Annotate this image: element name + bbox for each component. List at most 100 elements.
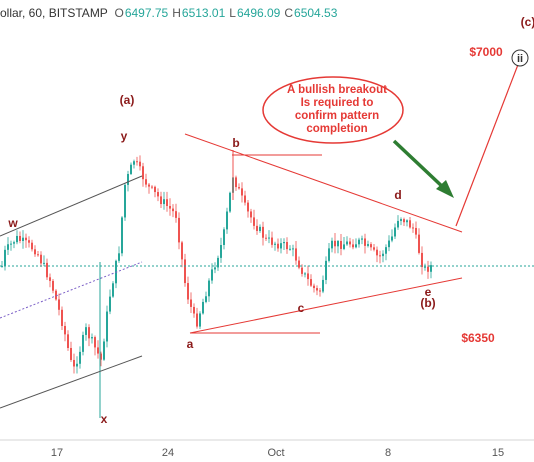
open-value: 6497.75 — [124, 6, 169, 20]
candle — [265, 234, 267, 242]
candle — [427, 260, 429, 279]
candle — [160, 191, 162, 209]
candle-body — [148, 184, 150, 187]
candle — [211, 263, 213, 284]
wave-label-b: b — [232, 136, 239, 150]
candle-body — [310, 279, 312, 286]
candle-body — [163, 199, 165, 205]
high-label: H — [172, 6, 181, 20]
candle-body — [22, 237, 24, 242]
candle-body — [415, 227, 417, 235]
high-value: 6513.01 — [181, 6, 226, 20]
candle-body — [385, 247, 387, 254]
candle-body — [217, 257, 219, 268]
candle — [319, 287, 321, 297]
candle — [28, 236, 30, 248]
candle-body — [325, 260, 327, 280]
candle-body — [127, 173, 129, 185]
channel-mid — [0, 261, 143, 319]
candle — [262, 221, 264, 246]
candle-body — [10, 243, 12, 245]
target-7000: $7000 — [469, 45, 503, 59]
candle — [238, 183, 240, 190]
candle-body — [340, 240, 342, 249]
candle — [283, 238, 285, 250]
close-label: C — [284, 6, 294, 20]
candle-body — [43, 262, 45, 264]
candle-body — [376, 249, 378, 256]
candle-body — [313, 285, 315, 289]
candle — [247, 199, 249, 218]
candle-body — [334, 240, 336, 247]
candle-body — [76, 363, 78, 367]
candle-body — [154, 186, 156, 193]
candle-body — [295, 248, 297, 261]
candle-body — [301, 267, 303, 274]
candle — [25, 233, 27, 248]
candle — [334, 233, 336, 254]
candle-body — [421, 252, 423, 268]
candle-body — [106, 311, 108, 342]
candle-body — [337, 240, 339, 247]
candle — [415, 221, 417, 239]
candle — [298, 256, 300, 270]
candle-body — [31, 242, 33, 250]
candle-body — [25, 237, 27, 241]
target-6350: $6350 — [461, 331, 495, 345]
green-arrow-shaft — [392, 139, 448, 192]
wave-label-c: c — [298, 301, 305, 315]
candle-body — [181, 242, 183, 260]
candle-body — [28, 240, 30, 243]
candle-body — [412, 227, 414, 229]
candle — [58, 293, 60, 316]
candle-body — [220, 245, 222, 258]
wave-label-e: e — [425, 285, 432, 299]
candle-body — [184, 259, 186, 284]
candle-body — [346, 241, 348, 245]
candle-body — [4, 249, 6, 266]
candle — [139, 155, 141, 171]
candle — [175, 203, 177, 223]
candle-body — [250, 211, 252, 218]
callout-line-3: confirm pattern — [295, 110, 379, 122]
candle — [208, 278, 210, 302]
candle-body — [130, 164, 132, 174]
low-value: 6496.09 — [236, 6, 281, 20]
candle-body — [19, 235, 21, 242]
callout-ellipse — [262, 76, 404, 144]
candle-body — [244, 195, 246, 203]
candle — [109, 289, 111, 315]
candle — [205, 291, 207, 304]
candle-body — [403, 219, 405, 223]
candle — [274, 241, 276, 251]
candle-body — [13, 242, 15, 244]
candle-body — [307, 273, 309, 280]
candle-body — [268, 237, 270, 239]
candle — [166, 191, 168, 212]
candle-body — [34, 249, 36, 255]
candle-body — [424, 266, 426, 268]
candle — [292, 244, 294, 257]
candle — [376, 246, 378, 263]
candle — [352, 239, 354, 250]
candle — [172, 204, 174, 218]
candle-body — [328, 248, 330, 261]
candle — [214, 262, 216, 274]
candle — [190, 292, 192, 313]
candle-body — [79, 351, 81, 364]
candle-body — [55, 290, 57, 300]
candle — [124, 183, 126, 221]
candle-body — [121, 217, 123, 254]
candle — [256, 219, 258, 235]
candle-body — [133, 161, 135, 165]
candle-body — [274, 243, 276, 245]
candle — [19, 231, 21, 244]
candle-body — [364, 238, 366, 246]
candle-body — [169, 205, 171, 209]
candle-body — [391, 236, 393, 241]
candle-body — [103, 341, 105, 360]
candle-body — [262, 226, 264, 238]
candle-body — [109, 296, 111, 312]
candle-body — [253, 217, 255, 226]
